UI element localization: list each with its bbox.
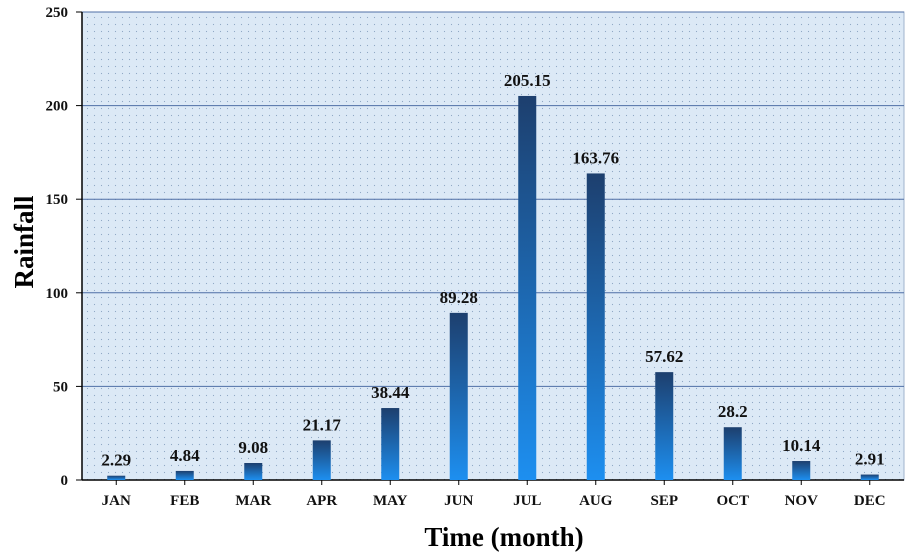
plot-background-pattern: [82, 12, 904, 480]
bar: [518, 95, 537, 480]
bar: [244, 463, 263, 480]
y-tick-label: 0: [61, 473, 69, 489]
y-tick-label: 100: [46, 286, 69, 302]
data-labels: 2.29 4.84 9.08 21.17 38.44 89.28 205.15 163.76 5…: [101, 71, 884, 470]
bars: [107, 95, 879, 480]
bar: [449, 312, 468, 480]
y-tick-label: 250: [46, 5, 69, 21]
x-tick-label: JAN: [102, 493, 131, 509]
data-label: 163.76: [572, 148, 619, 167]
y-tick-label: 200: [46, 99, 69, 115]
data-label: 57.62: [645, 347, 683, 366]
x-tick-label: NOV: [785, 493, 819, 509]
grid-lines: [81, 11, 904, 481]
data-label: 2.29: [101, 451, 131, 470]
bar: [860, 474, 879, 480]
bar: [792, 461, 811, 480]
x-axis-ticks: JAN FEB MAR APR MAY JUN JUL AUG SEP OCT NOV DEC: [102, 480, 886, 509]
y-tick-label: 150: [46, 192, 69, 208]
x-tick-label: MAY: [373, 493, 408, 509]
bar: [175, 470, 194, 480]
data-label: 28.2: [718, 402, 748, 421]
bar: [107, 475, 126, 480]
x-tick-label: APR: [306, 493, 337, 509]
data-label: 4.84: [170, 446, 200, 465]
x-tick-label: SEP: [650, 493, 678, 509]
bar: [655, 372, 674, 480]
bar: [723, 427, 742, 480]
data-label: 89.28: [440, 288, 478, 307]
data-label: 10.14: [782, 436, 821, 455]
data-label: 2.91: [855, 450, 885, 469]
y-axis-label: Rainfall: [9, 195, 39, 289]
bar: [312, 440, 331, 480]
x-tick-label: FEB: [170, 493, 199, 509]
x-tick-label: AUG: [579, 493, 613, 509]
data-label: 9.08: [238, 438, 268, 457]
x-tick-label: OCT: [716, 493, 749, 509]
data-label: 205.15: [504, 71, 551, 90]
data-label: 21.17: [303, 415, 342, 434]
y-tick-label: 50: [53, 379, 68, 395]
bar: [586, 173, 605, 480]
data-label: 38.44: [371, 383, 410, 402]
y-axis-ticks: 0 50 100 150 200 250: [46, 5, 82, 489]
x-tick-label: MAR: [235, 493, 271, 509]
plot-area: [81, 11, 905, 481]
bar: [381, 408, 400, 480]
x-axis-label: Time (month): [424, 522, 583, 552]
x-tick-label: JUL: [513, 493, 541, 509]
x-tick-label: DEC: [854, 493, 886, 509]
x-tick-label: JUN: [444, 493, 473, 509]
